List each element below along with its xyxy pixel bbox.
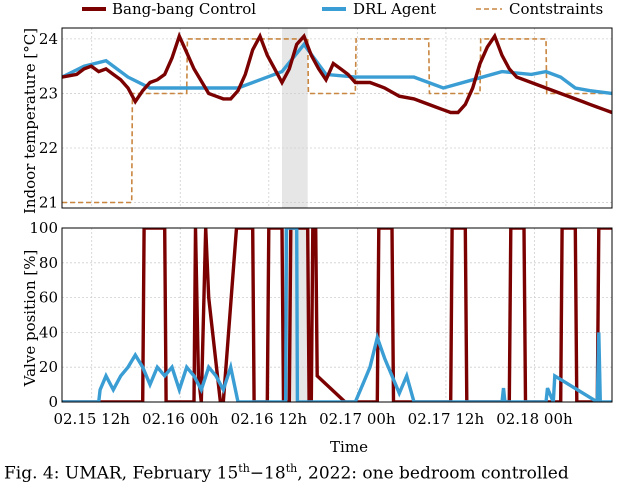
legend-label-constraints: Contstraints: [509, 0, 603, 18]
plot-frame: [61, 27, 613, 209]
plot-frame: [61, 227, 613, 403]
legend-label-drl: DRL Agent: [353, 0, 436, 18]
x-tick-label: 02.17 00h: [319, 410, 396, 428]
legend: Bang-bang Control DRL Agent Contstraints: [82, 0, 603, 18]
drl-temp-line: [62, 41, 612, 96]
y-tick-label: 100: [29, 219, 58, 237]
x-tick-label: 02.17 12h: [408, 410, 485, 428]
legend-label-bang-bang: Bang-bang Control: [112, 0, 256, 18]
bang-bang-temp-line: [62, 31, 612, 115]
x-tick-label: 02.16 00h: [142, 410, 219, 428]
caption-suffix: , 2022: one bedroom controlled: [297, 463, 569, 484]
figure-caption: Fig. 4: UMAR, February 15th−18th, 2022: …: [4, 462, 569, 484]
valve-plot: 02.15 12h 02.16 00h 02.16 12h 02.17 00h 02.1…: [29, 219, 613, 428]
y-tick-label: 0: [48, 393, 58, 411]
constraint-line: [62, 38, 612, 204]
y-tick-label: 24: [39, 30, 58, 48]
x-axis-label: Time: [330, 438, 368, 456]
valve-ylabel: Valve position [%]: [21, 250, 39, 388]
temperature-ylabel: Indoor temperature [°C]: [21, 28, 39, 214]
caption-prefix: Fig. 4: UMAR, February 15: [4, 463, 239, 484]
x-tick-label: 02.16 12h: [231, 410, 308, 428]
x-tick-label: 02.18 00h: [496, 410, 573, 428]
temperature-plot: 21 22 23 24: [39, 27, 613, 212]
caption-sup-1: th: [238, 462, 250, 475]
caption-sup-2: th: [285, 462, 298, 475]
y-tick-label: 22: [39, 139, 58, 157]
y-tick-label: 40: [39, 323, 58, 341]
x-tick-label: 02.15 12h: [53, 410, 130, 428]
y-tick-label: 80: [39, 254, 58, 272]
caption-mid: −18: [249, 463, 286, 484]
bang-bang-valve-line: [62, 228, 612, 402]
y-tick-label: 23: [39, 84, 58, 102]
y-tick-label: 60: [39, 289, 58, 307]
y-tick-label: 21: [39, 194, 58, 212]
y-tick-label: 20: [39, 358, 58, 376]
drl-valve-line: [62, 228, 612, 402]
